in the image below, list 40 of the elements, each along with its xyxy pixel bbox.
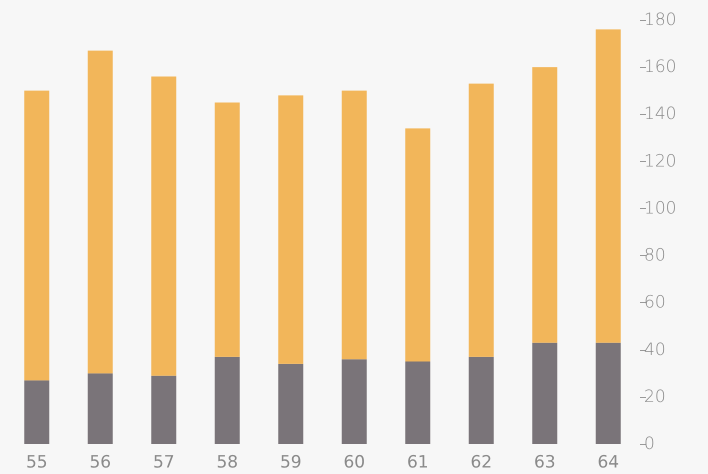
bar <box>24 90 50 380</box>
x-tick-label: 60 <box>343 452 366 472</box>
x-tick-label: 58 <box>216 452 238 472</box>
x-tick-label: 64 <box>597 452 620 472</box>
bar <box>405 362 430 444</box>
bar <box>532 342 558 444</box>
x-tick-label: 56 <box>89 452 112 472</box>
bar <box>151 376 176 444</box>
y-tick-label: 120 <box>644 151 676 172</box>
bar <box>88 373 113 444</box>
bar <box>532 67 558 343</box>
y-tick-label: 100 <box>644 198 676 218</box>
bar <box>214 356 240 444</box>
bar <box>468 84 494 357</box>
x-tick-label: 63 <box>534 452 556 472</box>
bar <box>405 128 430 362</box>
y-tick-label: 80 <box>644 246 666 266</box>
bar <box>342 359 367 444</box>
bar <box>151 76 176 376</box>
bar <box>342 90 367 360</box>
bar <box>214 102 240 357</box>
y-tick-label: 180 <box>644 10 676 30</box>
y-tick-label: 20 <box>644 386 666 407</box>
bar <box>278 364 304 444</box>
y-tick-label: 160 <box>644 57 676 78</box>
y-tick-label: 40 <box>644 340 666 360</box>
y-tick-label: 0 <box>644 434 655 454</box>
x-tick-label: 55 <box>26 452 48 472</box>
x-tick-label: 62 <box>470 452 492 472</box>
x-tick-label: 59 <box>280 452 302 472</box>
bar <box>468 356 494 444</box>
y-tick-label: 60 <box>644 292 666 313</box>
bar <box>24 380 50 444</box>
bar <box>278 95 304 364</box>
y-tick-label: 140 <box>644 104 676 124</box>
bar <box>596 29 621 343</box>
x-tick-label: 61 <box>406 452 429 472</box>
bar <box>88 50 113 374</box>
x-tick-label: 57 <box>152 452 175 472</box>
bar <box>596 342 621 444</box>
